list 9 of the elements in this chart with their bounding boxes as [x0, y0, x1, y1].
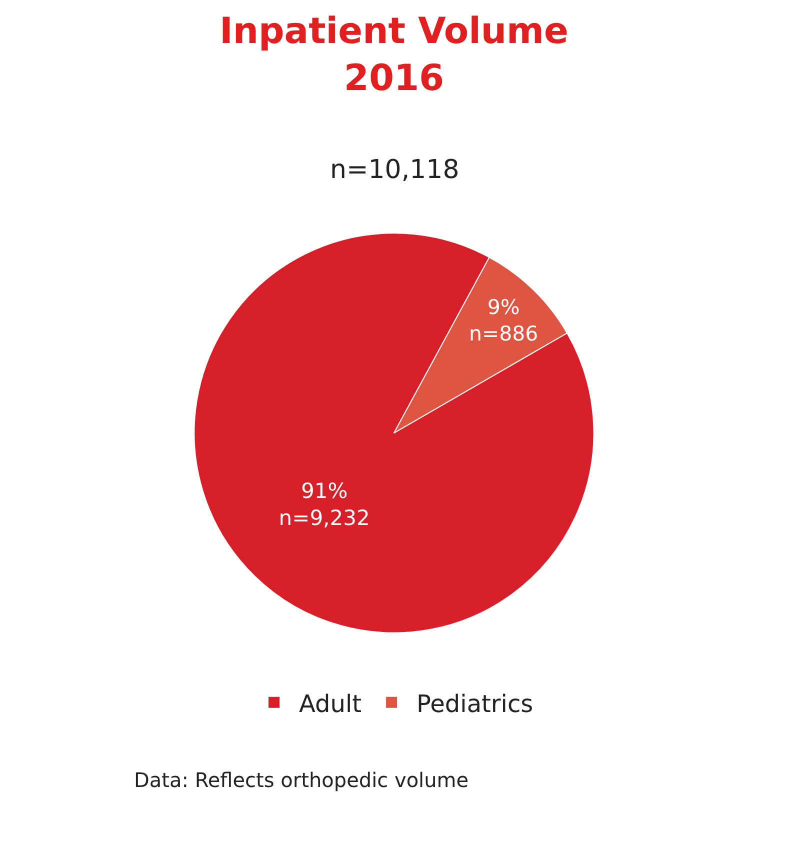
legend-label: Adult [299, 690, 362, 718]
legend-label: Pediatrics [416, 690, 534, 718]
chart-title: Inpatient Volume 2016 [220, 11, 568, 99]
chart-subtitle: n=10,118 [330, 155, 460, 185]
data-label: 9% n=886 [469, 294, 538, 346]
pie-slice [394, 256, 568, 434]
pie-slice [194, 232, 594, 633]
text: Data: Reflects orthopedic volume [134, 768, 469, 792]
data-label: 91% n=9,232 [278, 478, 370, 530]
